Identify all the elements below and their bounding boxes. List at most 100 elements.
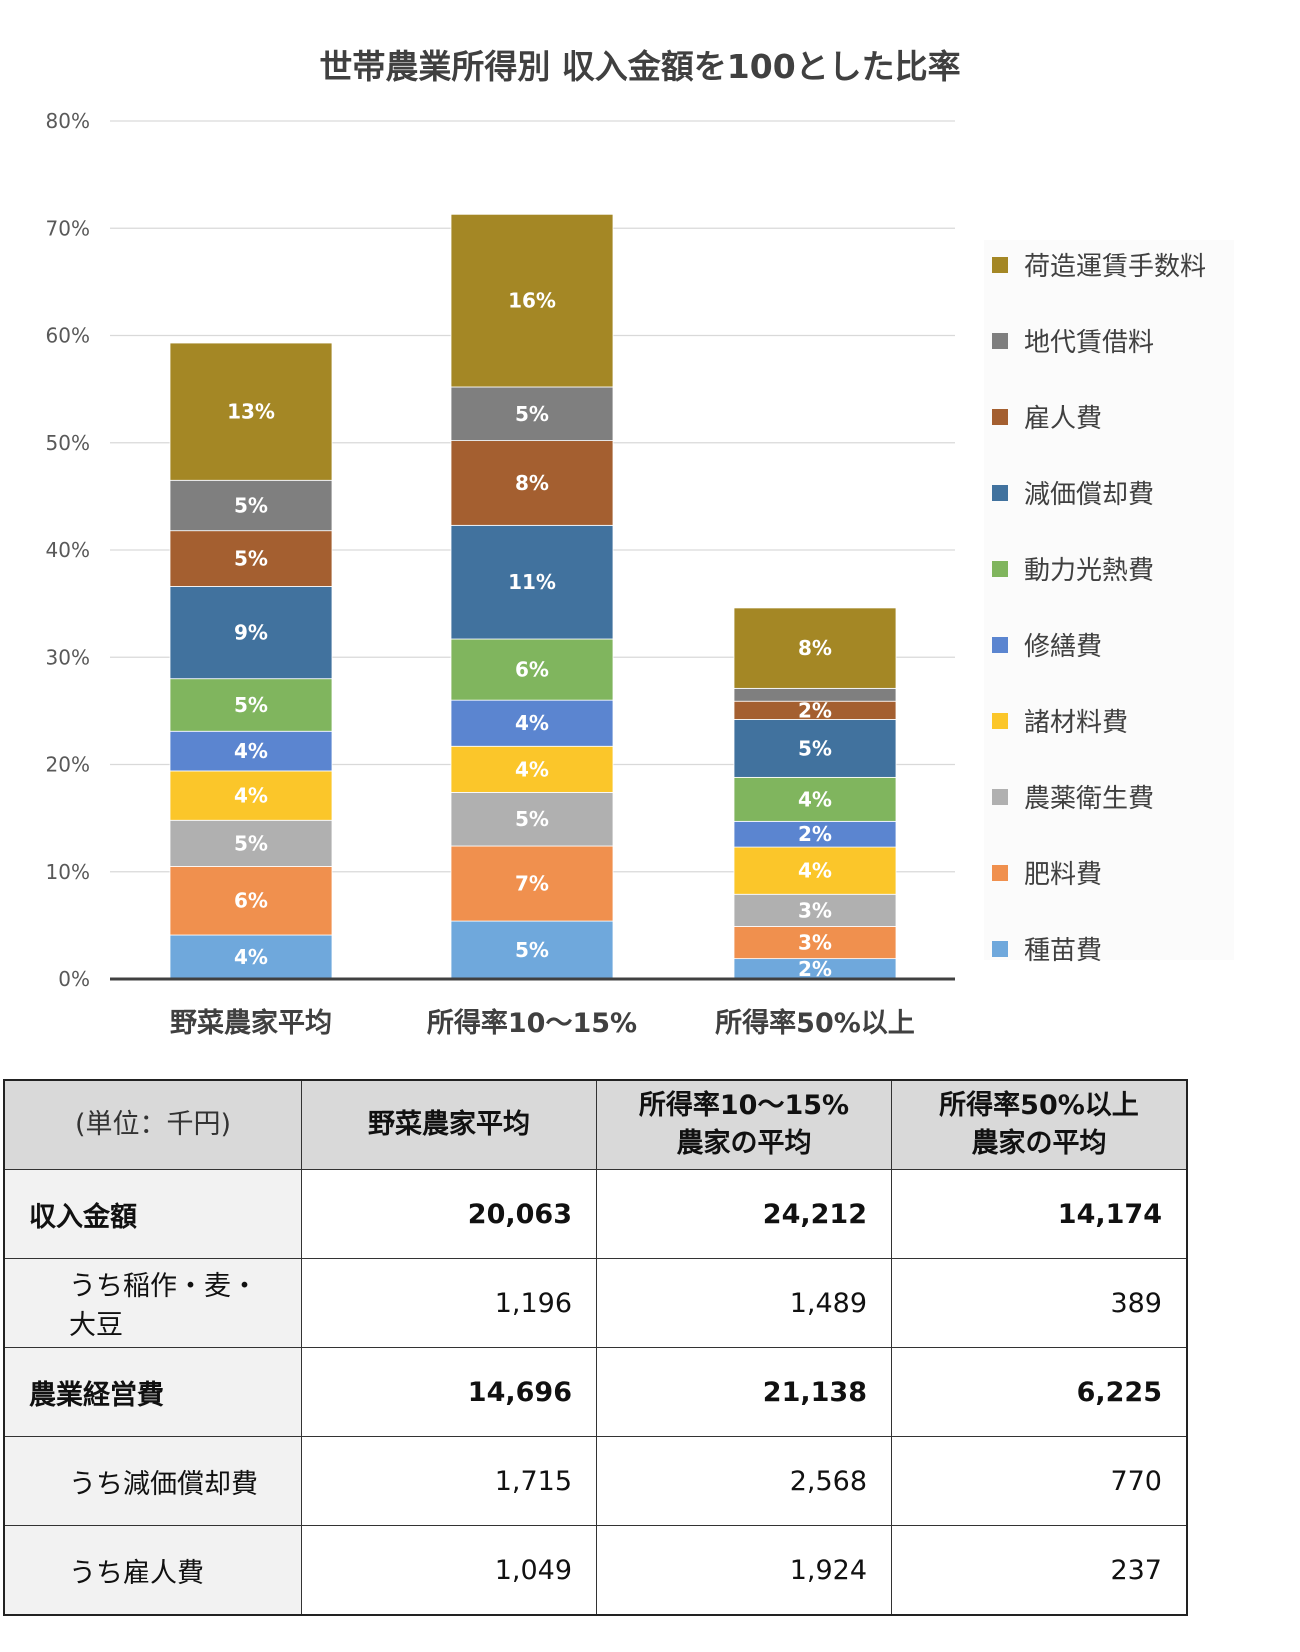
data-label: 5%	[234, 547, 268, 571]
table-cell: 389	[891, 1258, 1188, 1348]
table-cell: 1,715	[301, 1436, 597, 1526]
y-tick-label: 20%	[46, 753, 90, 777]
table-row: 農業経営費 14,696 21,138 6,225	[3, 1347, 1188, 1437]
data-label: 3%	[798, 931, 832, 955]
bar-segment	[450, 699, 614, 747]
legend-swatch	[992, 333, 1008, 349]
y-axis: 0% 10% 20% 30% 40% 50% 60% 70% 80%	[46, 109, 90, 991]
data-label: 4%	[515, 711, 549, 735]
data-labels: 4% 6% 5% 4% 4% 5% 9% 5% 5% 13% 5% 7% 5% 4% 4% 6% 11% 8% 5%…	[227, 289, 832, 981]
legend: 荷造運賃手数料地代賃借料雇人費減価償却費動力光熱費修繕費諸材料費農薬衛生費肥料費…	[984, 240, 1234, 966]
y-tick-label: 10%	[46, 860, 90, 884]
legend-swatch	[992, 485, 1008, 501]
bar-segment	[450, 440, 614, 526]
row-label: 農業経営費	[3, 1347, 302, 1437]
data-label: 2%	[798, 957, 832, 981]
data-label: 2%	[798, 822, 832, 846]
data-label: 5%	[234, 693, 268, 717]
data-label: 13%	[227, 400, 275, 424]
column-header-line: 農家の平均	[676, 1128, 812, 1159]
table-cell: 770	[891, 1436, 1188, 1526]
bar-segment	[169, 530, 333, 587]
table-cell: 24,212	[596, 1169, 892, 1259]
bar-segment	[169, 770, 333, 821]
table-cell: 14,696	[301, 1347, 597, 1437]
row-label: 収入金額	[3, 1169, 302, 1259]
bar-segment	[450, 791, 614, 847]
bar-segment	[733, 607, 897, 689]
legend-label: 減価償却費	[1024, 480, 1154, 510]
column-header: 所得率10～15% 農家の平均	[596, 1079, 892, 1170]
bar-stacks	[169, 213, 897, 980]
data-label: 11%	[508, 570, 556, 594]
table-cell: 1,924	[596, 1525, 892, 1616]
legend-label: 荷造運賃手数料	[1024, 252, 1206, 282]
bar-segment	[450, 920, 614, 980]
legend-label: 農薬衛生費	[1024, 784, 1154, 814]
x-tick-label: 所得率10～15%	[427, 1007, 637, 1039]
row-label: うち減価償却費	[3, 1436, 302, 1526]
legend-label: 修繕費	[1024, 632, 1102, 662]
legend-label: 肥料費	[1024, 860, 1102, 890]
data-label: 4%	[234, 784, 268, 808]
data-label: 5%	[515, 938, 549, 962]
legend-swatch	[992, 409, 1008, 425]
bar-segment	[733, 820, 897, 848]
table-cell: 2,568	[596, 1436, 892, 1526]
x-tick-label: 野菜農家平均	[170, 1007, 332, 1039]
legend-swatch	[992, 637, 1008, 653]
x-tick-label: 所得率50%以上	[715, 1007, 915, 1039]
legend-swatch	[992, 561, 1008, 577]
column-header-line: 所得率50%以上	[939, 1090, 1139, 1121]
column-header: 所得率50%以上 農家の平均	[891, 1079, 1188, 1170]
legend-label: 諸材料費	[1024, 708, 1128, 738]
data-label: 4%	[515, 757, 549, 781]
row-label: うち雇人費	[3, 1525, 302, 1616]
chart-title: 世帯農業所得別 収入金額を100とした比率	[319, 47, 960, 86]
stacked-bar-chart: 世帯農業所得別 収入金額を100とした比率 0% 10% 20% 30% 40% 50% 6…	[45, 47, 1234, 1039]
row-label: うち稲作・麦・大豆	[3, 1258, 302, 1348]
data-label: 16%	[508, 289, 556, 313]
bar-segment	[169, 479, 333, 532]
bar-segment	[450, 213, 614, 388]
data-label: 6%	[515, 658, 549, 682]
data-label: 3%	[798, 898, 832, 922]
y-tick-label: 70%	[46, 216, 90, 240]
legend-swatch	[992, 257, 1008, 273]
data-label: 4%	[234, 739, 268, 763]
table-cell: 1,489	[596, 1258, 892, 1348]
data-label: 5%	[798, 736, 832, 760]
data-label: 8%	[515, 471, 549, 495]
bar-segment	[169, 865, 333, 936]
table-cell: 21,138	[596, 1347, 892, 1437]
bar-segment	[733, 846, 897, 895]
legend-label: 動力光熱費	[1024, 556, 1154, 586]
legend-swatch	[992, 713, 1008, 729]
legend-swatch	[992, 865, 1008, 881]
x-axis: 野菜農家平均 所得率10～15% 所得率50%以上	[110, 977, 955, 1039]
column-header-line: 野菜農家平均	[368, 1109, 530, 1140]
y-tick-label: 60%	[46, 324, 90, 348]
column-header-line: 農家の平均	[971, 1128, 1107, 1159]
data-label: 4%	[798, 787, 832, 811]
legend-label: 雇人費	[1024, 404, 1102, 434]
table-cell: 20,063	[301, 1169, 597, 1259]
column-header: 野菜農家平均	[301, 1079, 597, 1170]
table-cell: 1,049	[301, 1525, 597, 1616]
data-label: 2%	[798, 698, 832, 722]
bar-segment	[169, 730, 333, 772]
data-label: 5%	[515, 807, 549, 831]
legend-swatch	[992, 789, 1008, 805]
bar-segment	[450, 386, 614, 442]
legend-swatch	[992, 941, 1008, 957]
column-header-line: 所得率10～15%	[638, 1090, 850, 1121]
table-cell: 14,174	[891, 1169, 1188, 1259]
legend-box	[984, 240, 1234, 960]
data-label: 9%	[234, 621, 268, 645]
data-label: 4%	[234, 945, 268, 969]
table-cell: 237	[891, 1525, 1188, 1616]
bar-segment	[733, 893, 897, 927]
table-row: うち雇人費 1,049 1,924 237	[3, 1525, 1188, 1616]
table-header-row: (単位：千円) 野菜農家平均 所得率10～15% 農家の平均 所得率50%以上 …	[3, 1079, 1188, 1170]
data-label: 5%	[515, 402, 549, 426]
